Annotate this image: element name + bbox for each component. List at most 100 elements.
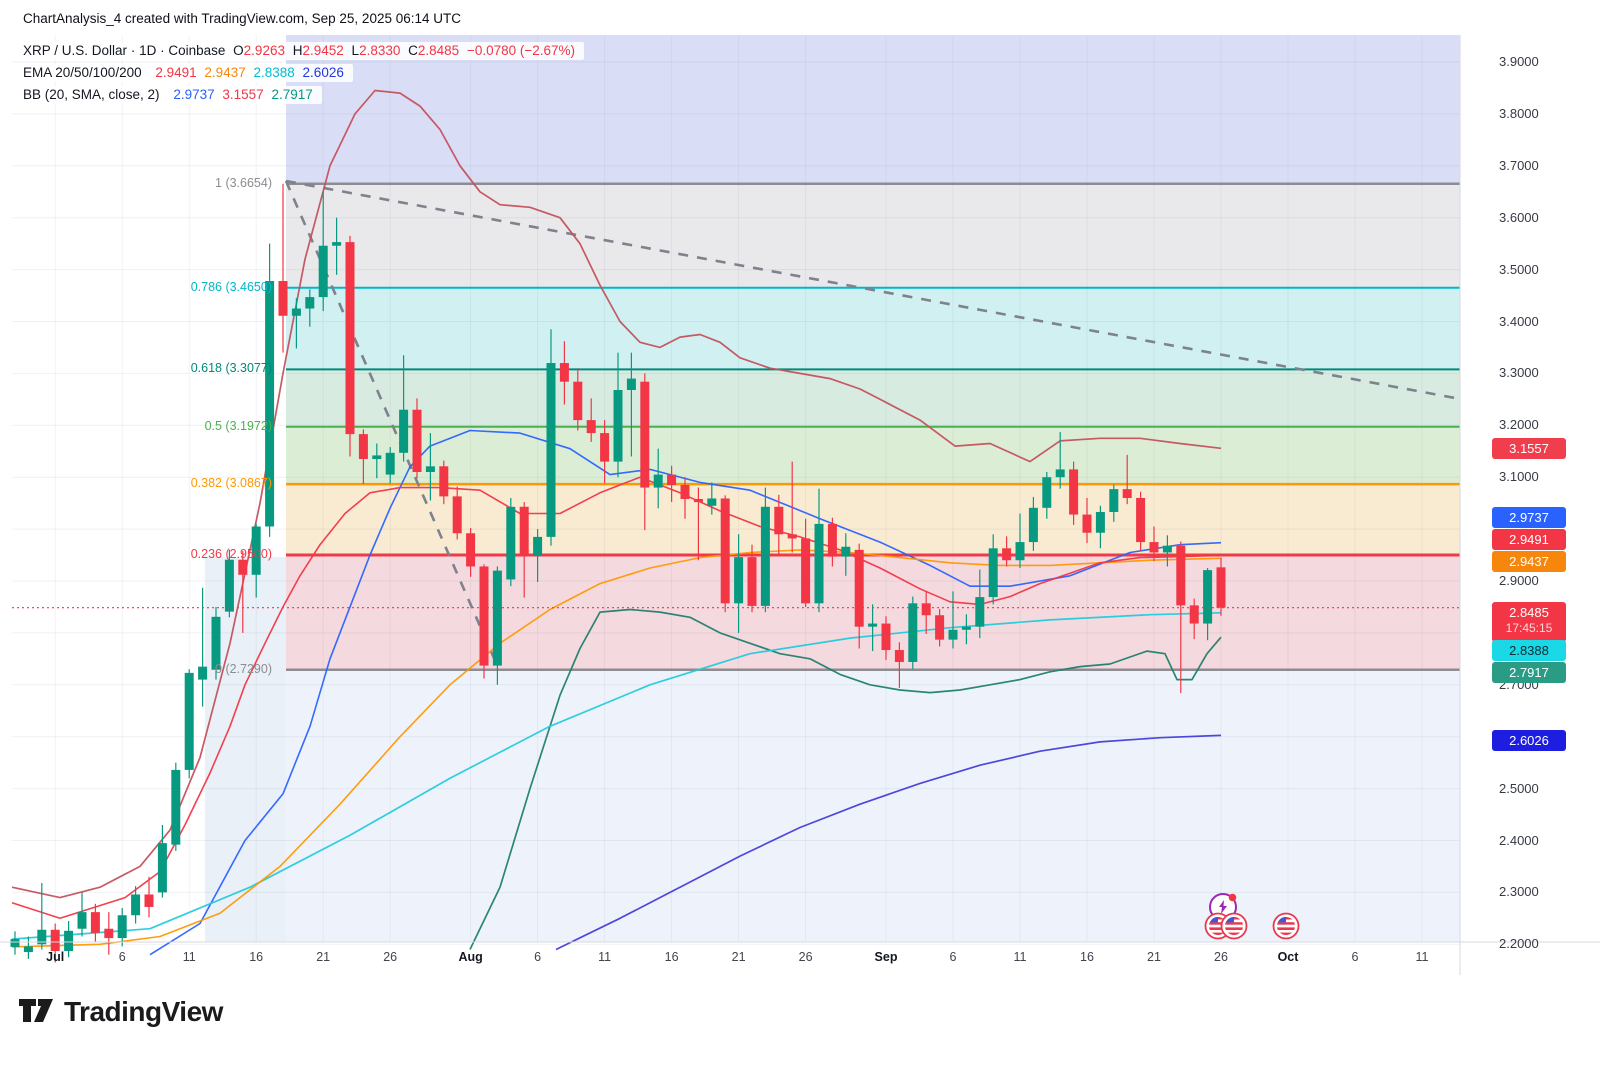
candle[interactable] <box>1069 469 1079 515</box>
candle[interactable] <box>720 498 730 604</box>
candle[interactable] <box>948 629 958 640</box>
candle[interactable] <box>479 566 489 666</box>
time-tick[interactable]: Jul <box>46 950 65 964</box>
candle[interactable] <box>559 363 569 382</box>
exchange[interactable]: Coinbase <box>168 43 226 58</box>
candle[interactable] <box>988 548 998 598</box>
price-tick[interactable]: 3.4000 <box>1499 313 1539 329</box>
candle[interactable] <box>693 498 703 503</box>
candle[interactable] <box>1042 477 1052 508</box>
price-tick[interactable]: 3.6000 <box>1499 209 1539 225</box>
us-flag-event-icon[interactable] <box>1220 912 1248 940</box>
candle[interactable] <box>546 363 556 537</box>
time-tick[interactable]: 11 <box>598 950 612 964</box>
time-tick[interactable]: 6 <box>949 950 957 964</box>
candle[interactable] <box>358 434 368 460</box>
candle[interactable] <box>1109 489 1119 512</box>
ema-50-line[interactable] <box>11 549 1222 948</box>
candle[interactable] <box>23 946 33 953</box>
candle[interactable] <box>613 390 623 462</box>
candle[interactable] <box>841 546 851 557</box>
candle[interactable] <box>533 536 543 557</box>
candle[interactable] <box>372 455 382 460</box>
price-badge[interactable]: 2.6026 <box>1492 729 1566 751</box>
candle[interactable] <box>466 533 476 567</box>
price-badge[interactable]: 2.9437 <box>1492 550 1566 572</box>
candle[interactable] <box>1122 489 1132 498</box>
candle[interactable] <box>1082 514 1092 533</box>
candle[interactable] <box>1203 570 1213 624</box>
price-tick[interactable]: 3.8000 <box>1499 105 1539 121</box>
ema-20-line[interactable] <box>11 476 1222 920</box>
time-tick[interactable]: 11 <box>182 950 196 964</box>
price-tick[interactable]: 3.7000 <box>1499 157 1539 173</box>
price-badge[interactable]: 2.8388 <box>1492 639 1566 661</box>
time-tick[interactable]: 6 <box>534 950 542 964</box>
candle[interactable] <box>1095 511 1105 533</box>
ema-label[interactable]: EMA 20/50/100/200 <box>23 65 142 80</box>
time-tick[interactable]: 16 <box>249 950 264 964</box>
time-tick[interactable]: 26 <box>798 950 813 964</box>
candle[interactable] <box>291 308 301 316</box>
price-tick[interactable]: 2.4000 <box>1499 832 1539 848</box>
candle[interactable] <box>144 894 154 907</box>
candle[interactable] <box>1055 469 1065 478</box>
candle[interactable] <box>385 452 395 475</box>
candle[interactable] <box>318 245 328 298</box>
timeframe[interactable]: 1D <box>139 43 157 58</box>
candle[interactable] <box>399 409 409 453</box>
price-badge[interactable]: 2.9737 <box>1492 506 1566 528</box>
candle[interactable] <box>412 409 422 473</box>
candle[interactable] <box>425 466 435 473</box>
candle[interactable] <box>640 381 650 488</box>
candle[interactable] <box>1216 567 1226 608</box>
candle[interactable] <box>667 474 677 485</box>
candle[interactable] <box>1162 545 1172 553</box>
candle[interactable] <box>1149 542 1159 553</box>
price-badge[interactable]: 2.9491 <box>1492 528 1566 550</box>
bb-label[interactable]: BB (20, SMA, close, 2) <box>23 87 160 102</box>
candle[interactable] <box>908 603 918 662</box>
bb-legend-row[interactable]: BB (20, SMA, close, 2) 2.9737 3.1557 2.7… <box>16 86 584 104</box>
price-tick[interactable]: 3.9000 <box>1499 54 1539 69</box>
candle[interactable] <box>251 526 261 575</box>
candle[interactable] <box>50 929 60 952</box>
time-tick[interactable]: 26 <box>383 950 398 964</box>
time-tick[interactable]: 11 <box>1415 950 1429 964</box>
candle[interactable] <box>211 616 221 670</box>
candle[interactable] <box>680 484 690 499</box>
trendline-steep[interactable] <box>284 180 499 666</box>
time-tick[interactable]: 6 <box>118 950 126 964</box>
symbol-legend-row[interactable]: XRP / U.S. Dollar · 1D · Coinbase O2.926… <box>16 42 585 60</box>
ema-legend-row[interactable]: EMA 20/50/100/200 2.9491 2.9437 2.8388 2… <box>16 64 584 82</box>
candle[interactable] <box>117 915 127 939</box>
candle[interactable] <box>747 557 757 606</box>
candle[interactable] <box>653 474 663 488</box>
candle[interactable] <box>506 506 516 580</box>
candle[interactable] <box>64 930 74 952</box>
ema-200-line[interactable] <box>555 734 1222 951</box>
candle[interactable] <box>827 523 837 557</box>
price-tick[interactable]: 2.5000 <box>1499 780 1539 796</box>
candle[interactable] <box>332 242 342 246</box>
candle[interactable] <box>439 466 449 497</box>
candle[interactable] <box>345 242 355 435</box>
candle[interactable] <box>157 843 167 893</box>
candle[interactable] <box>935 615 945 640</box>
candle[interactable] <box>492 570 502 666</box>
ema-100-line[interactable] <box>11 611 1222 940</box>
time-tick[interactable]: 21 <box>1147 950 1161 964</box>
symbol-name[interactable]: XRP / U.S. Dollar <box>23 43 128 58</box>
candle[interactable] <box>774 506 784 535</box>
candle[interactable] <box>801 538 811 604</box>
candle[interactable] <box>854 549 864 627</box>
price-tick[interactable]: 2.2000 <box>1499 936 1539 952</box>
candle[interactable] <box>1015 542 1025 561</box>
time-tick[interactable]: 11 <box>1013 950 1027 964</box>
candle[interactable] <box>921 603 931 616</box>
candle[interactable] <box>10 939 20 947</box>
candle[interactable] <box>868 623 878 627</box>
candle[interactable] <box>961 626 971 630</box>
candle[interactable] <box>1136 497 1146 543</box>
candle[interactable] <box>573 381 583 421</box>
